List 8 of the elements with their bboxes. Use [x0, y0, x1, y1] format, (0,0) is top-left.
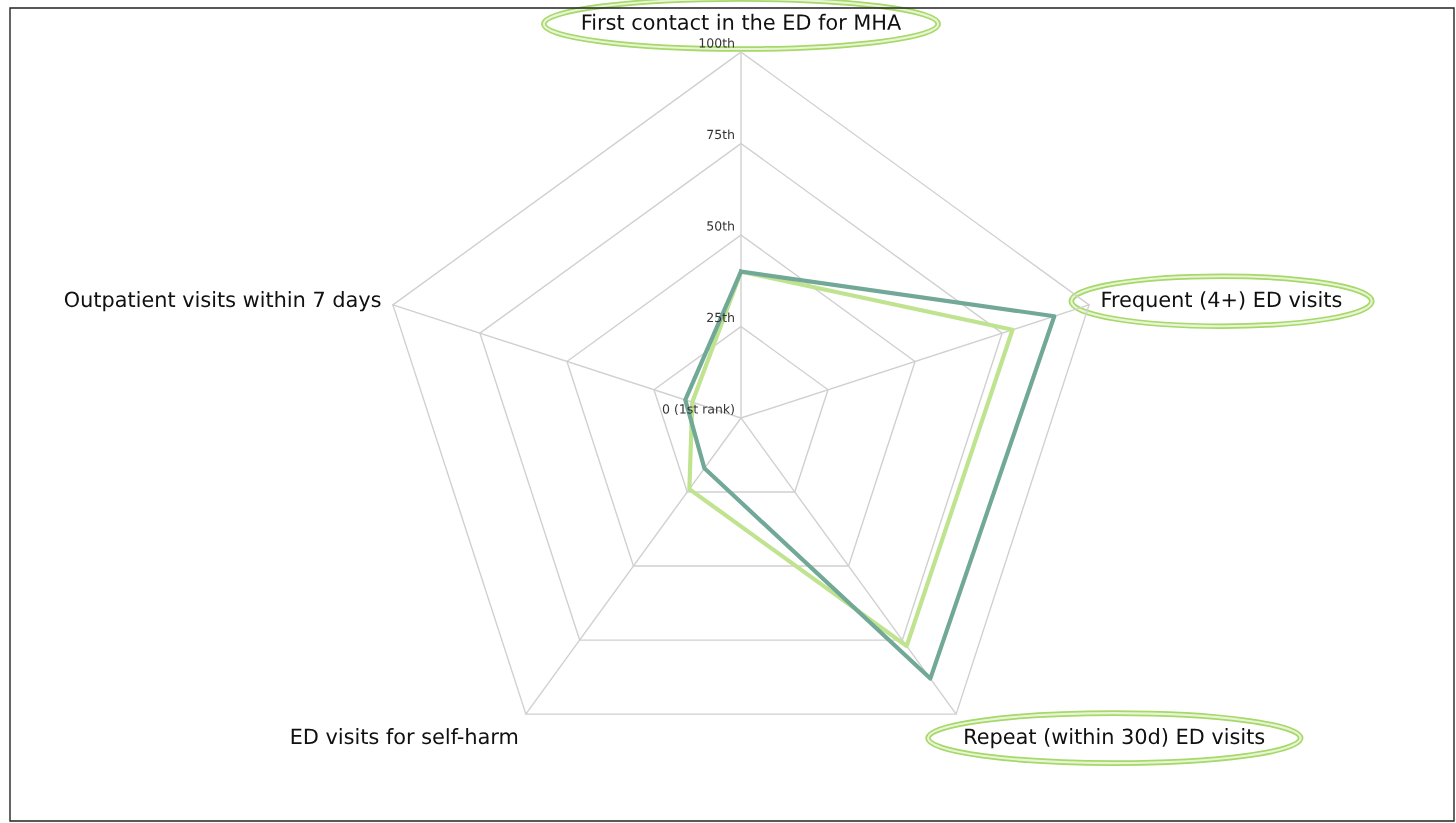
spoke-label: ED visits for self-harm [291, 728, 518, 745]
y-tick-label: 50th [707, 220, 734, 231]
spoke-label: Outpatient visits within 7 days [64, 291, 381, 312]
spoke-label: First contact in the ED for MHA [582, 13, 902, 30]
y-tick-label: 100th [699, 37, 734, 48]
spoke-label: Repeat (within 30d) ED visits [965, 728, 1265, 749]
spoke-label: Frequent (4+) ED visits [1102, 291, 1342, 312]
y-tick-label: 75th [707, 129, 734, 140]
